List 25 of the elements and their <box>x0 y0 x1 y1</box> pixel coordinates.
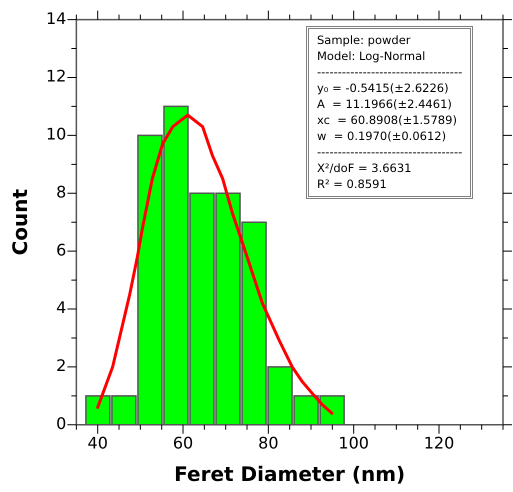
annotation: y₀ = -0.5415(±2.6226) <box>317 80 450 96</box>
x-tick-label: 120 <box>424 434 454 453</box>
y-tick-label: 14 <box>46 8 66 28</box>
x-tick-label: 40 <box>88 434 108 453</box>
x-axis-title: Feret Diameter (nm) <box>174 462 406 486</box>
y-tick-label: 8 <box>56 182 66 202</box>
x-tick-label: 100 <box>338 434 369 453</box>
y-tick-label: 4 <box>56 298 66 318</box>
y-tick-label: 2 <box>56 356 66 376</box>
annotation: Sample: powder <box>317 32 412 48</box>
annotation: R² = 0.8591 <box>317 176 388 192</box>
y-tick-label: 6 <box>56 240 66 260</box>
annotation: ----------------------------------- <box>317 64 462 80</box>
x-tick-label: 80 <box>258 434 279 453</box>
annotation: X²/doF = 3.6631 <box>317 160 412 176</box>
annotation: w = 0.1970(±0.0612) <box>317 128 448 144</box>
y-tick-label: 0 <box>56 414 66 433</box>
annotation: xc = 60.8908(±1.5789) <box>317 112 458 128</box>
y-axis-title: Count <box>8 188 32 256</box>
annotation: ----------------------------------- <box>317 144 462 160</box>
y-tick-label: 12 <box>46 66 66 86</box>
annotation: A = 11.1966(±2.4461) <box>317 96 453 112</box>
annotation: Model: Log-Normal <box>317 48 426 64</box>
x-tick-label: 60 <box>172 434 194 453</box>
y-tick-label: 10 <box>46 124 66 144</box>
